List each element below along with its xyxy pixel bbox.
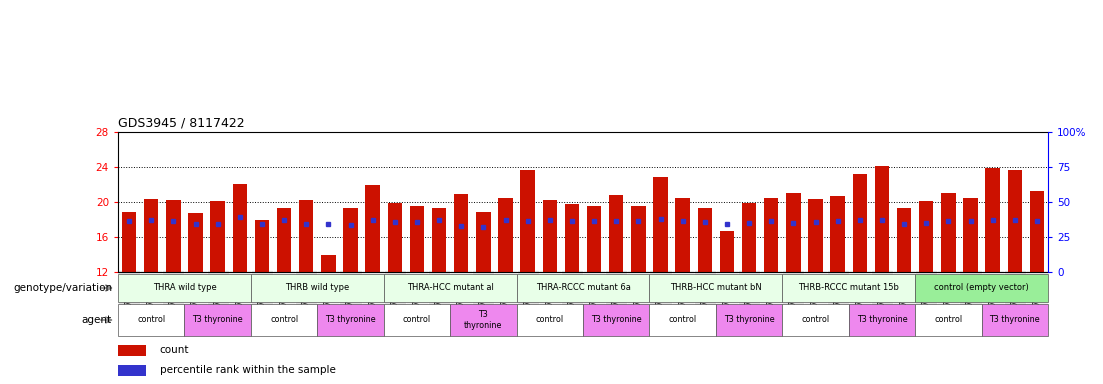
Text: control: control [137,316,165,324]
Bar [650,274,782,302]
Bar [915,304,982,336]
Text: T3 thyronine: T3 thyronine [857,316,908,324]
Bar [118,274,250,302]
Text: control: control [403,316,431,324]
Bar [631,205,645,272]
Bar [516,304,583,336]
Bar [321,255,335,272]
Bar [521,170,535,272]
Bar [184,304,250,336]
Bar [650,304,716,336]
Text: THRB wild type: THRB wild type [286,283,350,293]
Bar [255,220,269,272]
Bar [343,208,357,272]
Bar [516,274,650,302]
Bar [897,208,911,272]
Bar [915,274,1048,302]
Bar [963,198,977,272]
Bar [233,184,247,272]
Bar [118,345,146,356]
Bar [189,212,203,272]
Bar [121,212,137,272]
Bar [565,204,579,272]
Bar [277,208,291,272]
Text: T3 thyronine: T3 thyronine [325,316,376,324]
Bar [675,198,689,272]
Bar [697,208,711,272]
Bar [432,208,447,272]
Text: T3
thyronine: T3 thyronine [464,310,503,330]
Bar [365,184,379,272]
Bar [808,199,823,272]
Bar [454,194,469,272]
Bar [384,304,450,336]
Bar [982,304,1048,336]
Bar [609,195,623,272]
Bar [782,304,848,336]
Bar [250,304,318,336]
Text: control: control [536,316,564,324]
Bar [543,200,557,272]
Bar [919,201,933,272]
Text: THRB-RCCC mutant 15b: THRB-RCCC mutant 15b [799,283,899,293]
Bar [1007,170,1022,272]
Bar [450,304,516,336]
Text: THRA-HCC mutant al: THRA-HCC mutant al [407,283,493,293]
Text: T3 thyronine: T3 thyronine [591,316,642,324]
Bar [318,304,384,336]
Text: control: control [270,316,298,324]
Bar [653,177,667,272]
Bar [211,201,225,272]
Bar [782,274,915,302]
Text: THRA-RCCC mutant 6a: THRA-RCCC mutant 6a [536,283,631,293]
Bar [250,274,384,302]
Bar [831,196,845,272]
Bar [384,274,516,302]
Bar [167,200,181,272]
Bar [144,199,159,272]
Bar [720,231,735,272]
Text: THRB-HCC mutant bN: THRB-HCC mutant bN [670,283,762,293]
Bar [764,198,779,272]
Text: T3 thyronine: T3 thyronine [724,316,774,324]
Bar [587,205,601,272]
Text: control (empty vector): control (empty vector) [934,283,1029,293]
Text: T3 thyronine: T3 thyronine [989,316,1040,324]
Text: percentile rank within the sample: percentile rank within the sample [160,366,335,376]
Text: agent: agent [82,315,113,325]
Bar [476,212,491,272]
Text: count: count [160,345,190,356]
Bar [1030,190,1045,272]
Bar [118,365,146,376]
Text: control: control [802,316,829,324]
Text: genotype/variation: genotype/variation [13,283,113,293]
Bar [875,166,889,272]
Bar [742,203,757,272]
Text: control: control [668,316,697,324]
Text: control: control [934,316,963,324]
Bar [941,193,955,272]
Text: T3 thyronine: T3 thyronine [192,316,243,324]
Bar [985,168,999,272]
Bar [387,203,401,272]
Bar [853,174,867,272]
Bar [716,304,782,336]
Bar [499,198,513,272]
Bar [299,200,313,272]
Text: THRA wild type: THRA wild type [152,283,216,293]
Text: GDS3945 / 8117422: GDS3945 / 8117422 [118,116,245,129]
Bar [118,304,184,336]
Bar [848,304,915,336]
Bar [786,193,801,272]
Bar [583,304,650,336]
Bar [409,206,425,272]
